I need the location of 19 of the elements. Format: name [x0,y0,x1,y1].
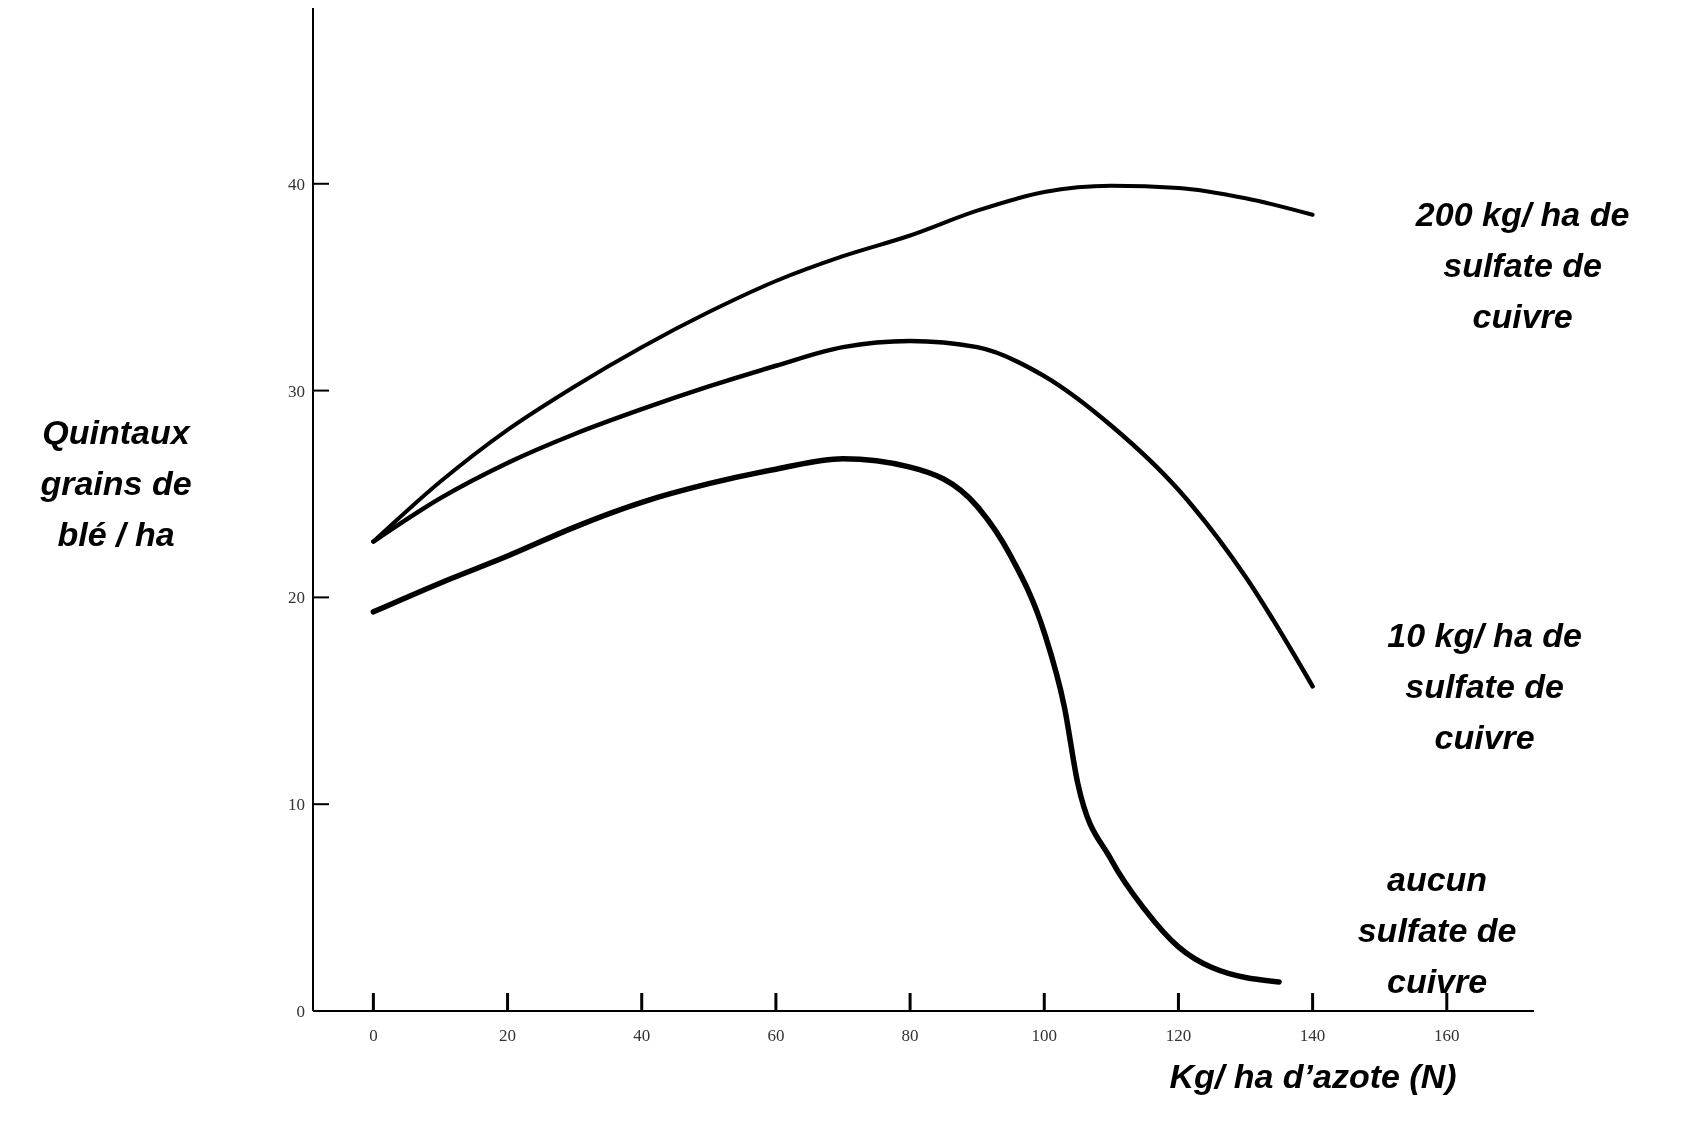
x-tick-label: 160 [1434,1026,1460,1045]
x-tick-label: 140 [1299,1026,1326,1045]
y-tick-label: 20 [288,588,305,608]
x-axis-title: Kg/ ha d’azote (N) [1169,1057,1457,1095]
x-tick-label: 20 [499,1026,517,1045]
y-tick-label: 30 [288,381,305,401]
y-tick-label: 10 [288,795,305,815]
x-tick-label: 40 [633,1026,651,1045]
x-tick-label: 100 [1031,1026,1058,1045]
text: 10 kg/ ha de sulfate de cuivre [1387,616,1582,757]
x-tick-label: 120 [1165,1026,1192,1045]
y-tick-label: 0 [296,1002,305,1021]
y-tick-label: 40 [288,174,305,194]
x-tick-label: 80 [901,1026,919,1045]
x-tick-label: 0 [369,1026,378,1045]
text: 200 kg/ ha de sulfate de cuivre [1414,194,1630,335]
text: aucun sulfate de cuivre [1357,860,1517,1001]
y-axis-title: Quintaux grains de blé / ha [39,413,192,553]
x-tick-label: 60 [767,1026,785,1045]
